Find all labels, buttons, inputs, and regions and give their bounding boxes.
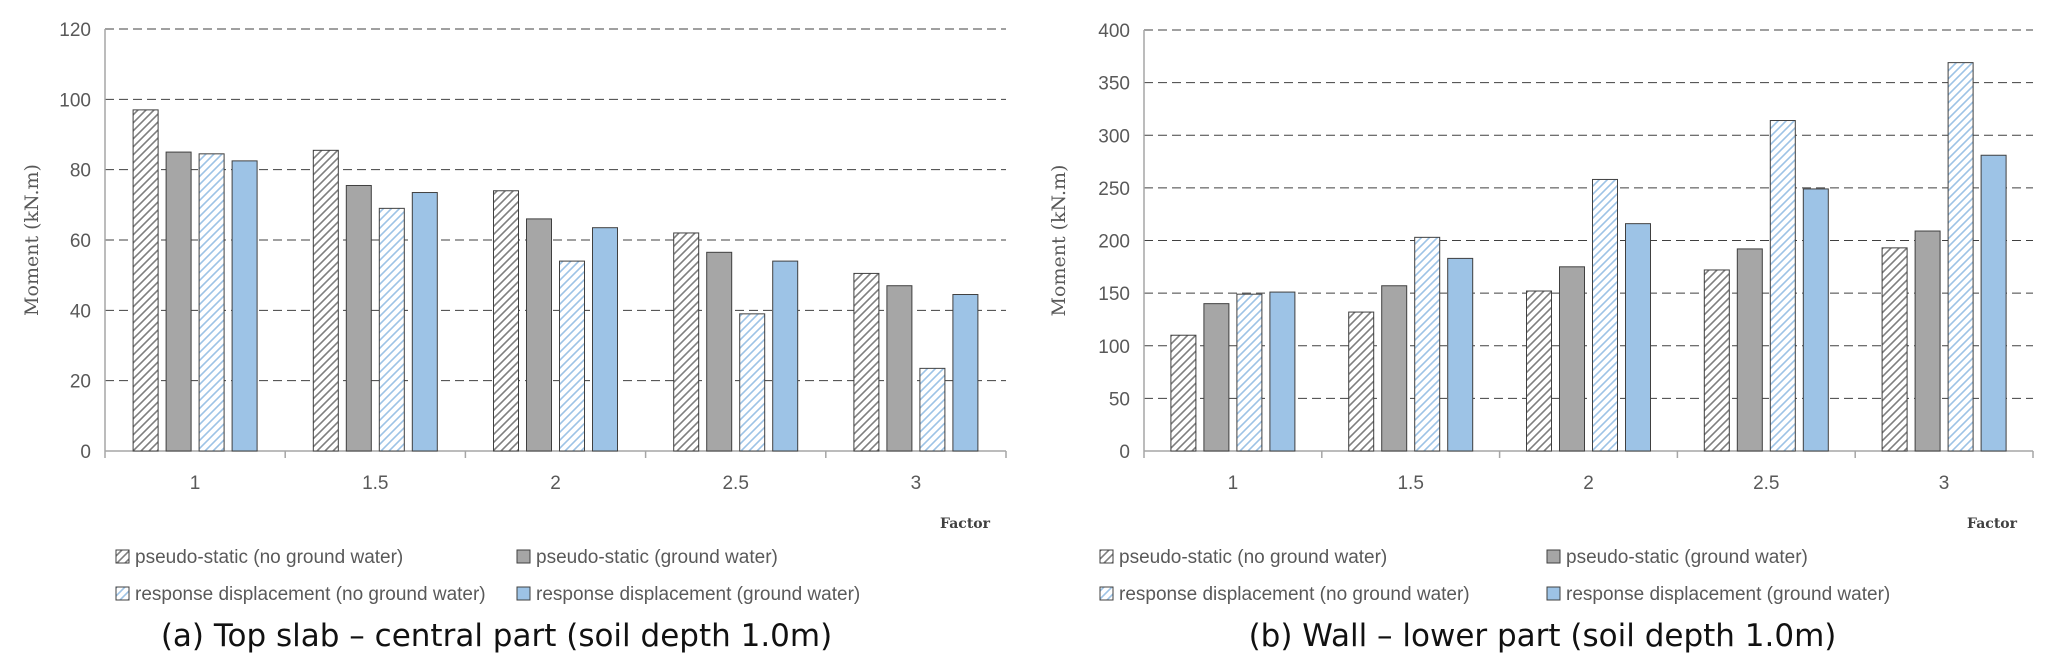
x-tick-label: 2: [550, 473, 561, 494]
bar-pseudo-static-ground-water-2: [526, 218, 552, 452]
x-axis-label: Factor: [1967, 516, 2018, 532]
x-tick-label: 2.5: [722, 473, 748, 494]
bar-pseudo-static-ground-water-1-5: [1381, 285, 1408, 452]
bar-response-displacement-no-ground-water-1: [1236, 293, 1263, 452]
legend-label-response-displacement-no-ground-water: response displacement (no ground water): [1119, 584, 1470, 605]
y-tick-label: 400: [1098, 21, 1130, 42]
bar-response-displacement-no-ground-water-1: [198, 153, 225, 452]
y-tick-label: 300: [1098, 126, 1130, 147]
x-tick-label: 2.5: [1753, 473, 1779, 494]
chart-top-slab: 0 20 40 60 80 100 120 1 1.5 2 2.5 3 Moment (kN.m) Fac…: [21, 20, 1007, 605]
legend-swatch-response-displacement-no-ground-water: [1099, 586, 1114, 601]
legend-label-response-displacement-ground-water: response displacement (ground water): [536, 584, 860, 605]
y-tick-label: 50: [1109, 389, 1130, 410]
bar-pseudo-static-ground-water-3: [1914, 230, 1941, 452]
legend-swatch-pseudo-static-ground-water: [516, 549, 531, 564]
bar-pseudo-static-no-ground-water-1: [132, 109, 159, 452]
bar-pseudo-static-ground-water-1: [1203, 303, 1230, 452]
bar-pseudo-static-ground-water-2-5: [706, 251, 733, 452]
bar-response-displacement-ground-water-3: [952, 294, 979, 452]
y-tick-label: 200: [1098, 232, 1130, 253]
bar-response-displacement-ground-water-2: [592, 227, 618, 452]
y-axis-label: Moment (kN.m): [1048, 165, 1070, 317]
bar-response-displacement-no-ground-water-1-5: [378, 207, 405, 452]
y-tick-label: 150: [1098, 284, 1130, 305]
y-tick-label: 80: [70, 161, 91, 182]
y-tick-label: 0: [1119, 442, 1130, 463]
bar-response-displacement-ground-water-2-5: [772, 260, 799, 452]
bar-pseudo-static-ground-water-1: [165, 151, 192, 452]
bar-pseudo-static-no-ground-water-2-5: [1703, 269, 1730, 452]
caption-wall: (b) Wall – lower part (soil depth 1.0m): [1248, 618, 1837, 654]
y-axis-label: Moment (kN.m): [21, 164, 43, 316]
chart-panel-wall: 0 50 100 150 200 250 300 350 400 1 1.5 2 2.5 3 Moment …: [1027, 0, 2054, 672]
bar-pseudo-static-no-ground-water-1: [1170, 334, 1197, 452]
legend-label-pseudo-static-ground-water: pseudo-static (ground water): [1566, 547, 1808, 568]
legend-swatch-pseudo-static-no-ground-water: [1099, 549, 1114, 564]
bar-pseudo-static-ground-water-3: [886, 285, 913, 452]
bar-response-displacement-no-ground-water-2-5: [1769, 120, 1796, 452]
chart-wall: 0 50 100 150 200 250 300 350 400 1 1.5 2 2.5 3 Moment …: [1048, 21, 2034, 605]
bar-response-displacement-no-ground-water-3: [1947, 62, 1974, 452]
legend-label-response-displacement-ground-water: response displacement (ground water): [1566, 584, 1890, 605]
y-tick-label: 120: [59, 20, 91, 41]
legend-swatch-response-displacement-ground-water: [516, 586, 531, 601]
bar-pseudo-static-no-ground-water-1-5: [1348, 311, 1375, 452]
bar-response-displacement-ground-water-1: [231, 160, 258, 452]
bar-response-displacement-no-ground-water-3: [919, 367, 946, 452]
x-axis-label: Factor: [940, 516, 991, 532]
bar-response-displacement-ground-water-3: [1980, 154, 2007, 452]
chart-panel-top-slab: 0 20 40 60 80 100 120 1 1.5 2 2.5 3 Moment (kN.m) Fac…: [21, 20, 1007, 654]
bar-response-displacement-no-ground-water-2: [1592, 178, 1618, 452]
bar-pseudo-static-ground-water-2: [1559, 266, 1585, 452]
legend-label-response-displacement-no-ground-water: response displacement (no ground water): [135, 584, 486, 605]
legend-swatch-pseudo-static-no-ground-water: [115, 549, 130, 564]
bar-pseudo-static-no-ground-water-2: [1526, 290, 1552, 452]
bar-pseudo-static-no-ground-water-1-5: [312, 149, 339, 452]
y-tick-label: 0: [80, 442, 91, 463]
y-tick-label: 250: [1098, 179, 1130, 200]
y-tick-label: 40: [70, 301, 91, 322]
bar-response-displacement-ground-water-1-5: [411, 192, 438, 452]
bar-pseudo-static-no-ground-water-2-5: [673, 232, 700, 452]
x-tick-label: 1.5: [362, 473, 388, 494]
y-tick-label: 350: [1098, 74, 1130, 95]
bar-pseudo-static-no-ground-water-2: [493, 190, 519, 452]
x-tick-label: 2: [1583, 473, 1594, 494]
bar-pseudo-static-no-ground-water-3: [1881, 247, 1908, 452]
x-tick-label: 1: [1228, 473, 1239, 494]
legend-swatch-response-displacement-ground-water: [1546, 586, 1561, 601]
bar-response-displacement-no-ground-water-1-5: [1414, 236, 1441, 452]
x-tick-label: 3: [1939, 473, 1950, 494]
y-tick-label: 60: [70, 231, 91, 252]
bar-response-displacement-ground-water-1: [1269, 291, 1296, 452]
bar-pseudo-static-ground-water-2-5: [1736, 248, 1763, 452]
bar-pseudo-static-ground-water-1-5: [345, 184, 372, 452]
legend-swatch-response-displacement-no-ground-water: [115, 586, 130, 601]
y-tick-label: 20: [70, 372, 91, 393]
legend-label-pseudo-static-no-ground-water: pseudo-static (no ground water): [1119, 547, 1387, 568]
bar-response-displacement-ground-water-2: [1625, 223, 1651, 452]
x-tick-label: 3: [911, 473, 922, 494]
bar-response-displacement-no-ground-water-2: [559, 260, 585, 452]
x-tick-label: 1.5: [1397, 473, 1423, 494]
bar-pseudo-static-no-ground-water-3: [853, 272, 880, 452]
bar-response-displacement-ground-water-1-5: [1447, 257, 1474, 452]
caption-top-slab: (a) Top slab – central part (soil depth …: [160, 618, 833, 654]
legend-swatch-pseudo-static-ground-water: [1546, 549, 1561, 564]
legend-label-pseudo-static-no-ground-water: pseudo-static (no ground water): [135, 547, 403, 568]
legend-label-pseudo-static-ground-water: pseudo-static (ground water): [536, 547, 778, 568]
x-tick-label: 1: [190, 473, 201, 494]
bar-response-displacement-no-ground-water-2-5: [739, 313, 766, 452]
bar-response-displacement-ground-water-2-5: [1802, 188, 1829, 452]
y-tick-label: 100: [1098, 337, 1130, 358]
y-tick-label: 100: [59, 90, 91, 111]
